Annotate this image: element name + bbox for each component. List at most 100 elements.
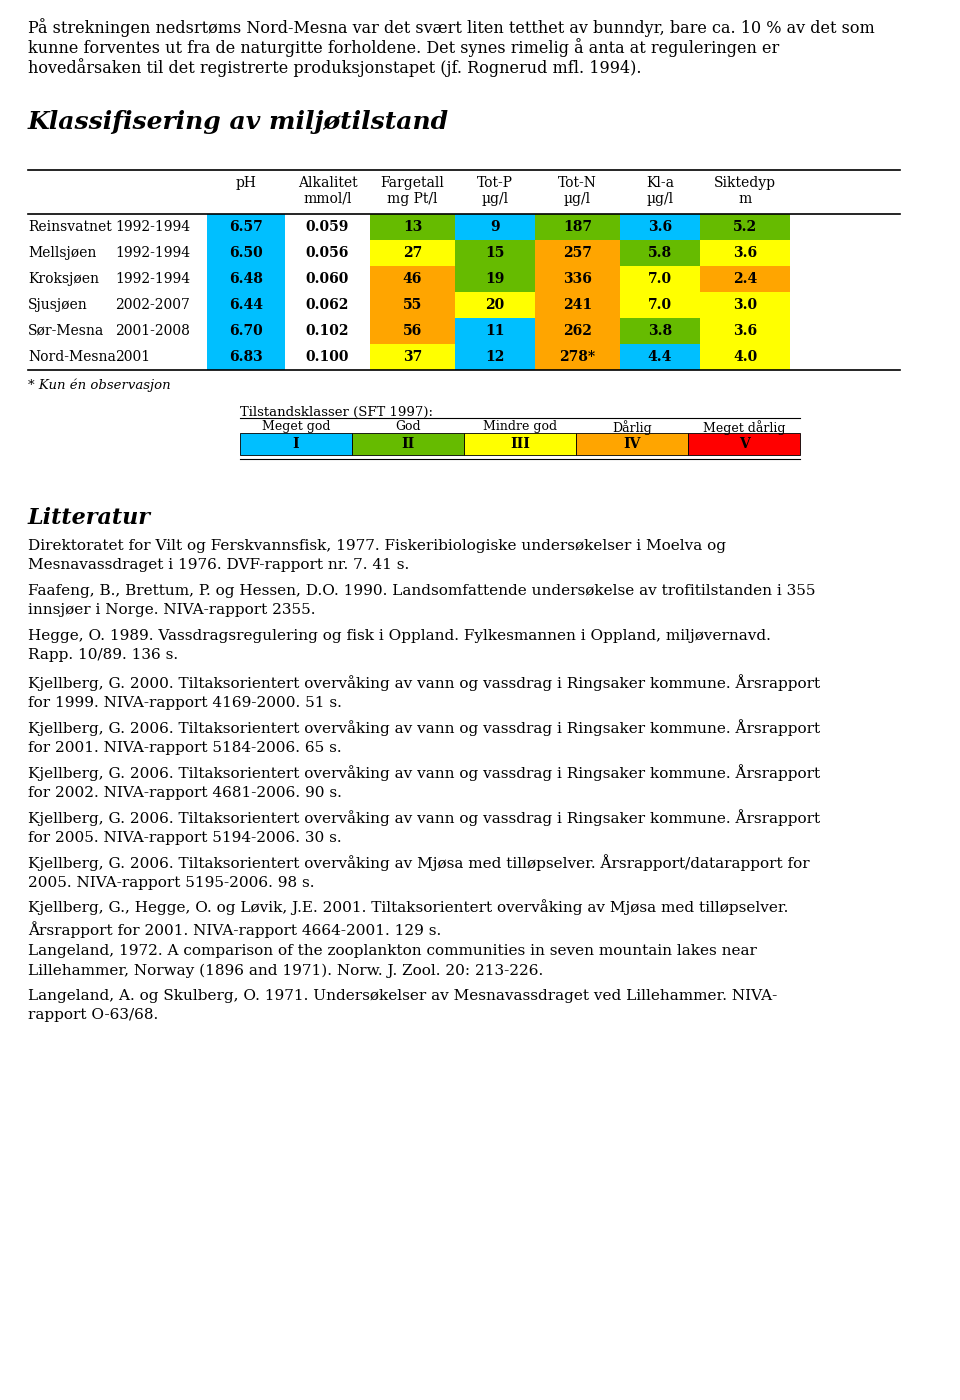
Text: Kjellberg, G. 2006. Tiltaksorientert overvåking av Mjøsa med tilløpselver. Årsra: Kjellberg, G. 2006. Tiltaksorientert ove… <box>28 854 809 890</box>
Text: 6.70: 6.70 <box>229 323 263 337</box>
Text: 37: 37 <box>403 350 422 364</box>
Text: 241: 241 <box>563 298 592 312</box>
Text: 6.50: 6.50 <box>229 246 263 260</box>
Text: 2001-2008: 2001-2008 <box>115 323 190 337</box>
Text: Faafeng, B., Brettum, P. og Hessen, D.O. 1990. Landsomfattende undersøkelse av t: Faafeng, B., Brettum, P. og Hessen, D.O.… <box>28 584 815 617</box>
Text: 2002-2007: 2002-2007 <box>115 298 190 312</box>
Text: µg/l: µg/l <box>564 192 591 206</box>
Bar <box>370 344 455 370</box>
Text: I: I <box>293 437 300 451</box>
Bar <box>700 318 790 344</box>
Text: Sør-Mesna: Sør-Mesna <box>28 323 105 337</box>
Text: 56: 56 <box>403 323 422 337</box>
Text: 3.0: 3.0 <box>732 298 757 312</box>
Bar <box>455 293 535 318</box>
Text: Mellsjøen: Mellsjøen <box>28 246 96 260</box>
Text: 27: 27 <box>403 246 422 260</box>
Text: Tot-P: Tot-P <box>477 176 513 190</box>
Text: Tot-N: Tot-N <box>558 176 597 190</box>
Bar <box>285 214 370 239</box>
Text: 55: 55 <box>403 298 422 312</box>
Text: 278*: 278* <box>560 350 595 364</box>
Bar <box>535 214 620 239</box>
Text: m: m <box>738 192 752 206</box>
Text: 2.4: 2.4 <box>732 272 757 286</box>
Bar <box>620 214 700 239</box>
Text: 3.6: 3.6 <box>732 246 757 260</box>
Bar <box>285 344 370 370</box>
Bar <box>285 266 370 293</box>
Text: 4.0: 4.0 <box>732 350 757 364</box>
Text: mg Pt/l: mg Pt/l <box>387 192 438 206</box>
Text: II: II <box>401 437 415 451</box>
Bar <box>370 266 455 293</box>
Text: Kl-a: Kl-a <box>646 176 674 190</box>
Text: 7.0: 7.0 <box>648 272 672 286</box>
Bar <box>576 433 688 455</box>
Bar <box>285 318 370 344</box>
Text: Kjellberg, G. 2006. Tiltaksorientert overvåking av vann og vassdrag i Ringsaker : Kjellberg, G. 2006. Tiltaksorientert ove… <box>28 764 820 799</box>
Text: kunne forventes ut fra de naturgitte forholdene. Det synes rimelig å anta at reg: kunne forventes ut fra de naturgitte for… <box>28 38 780 57</box>
Bar <box>240 433 352 455</box>
Text: 1992-1994: 1992-1994 <box>115 246 190 260</box>
Text: 0.060: 0.060 <box>306 272 349 286</box>
Text: Sjusjøen: Sjusjøen <box>28 298 87 312</box>
Bar <box>455 214 535 239</box>
Text: Meget dårlig: Meget dårlig <box>703 420 785 435</box>
Text: pH: pH <box>235 176 256 190</box>
Text: Litteratur: Litteratur <box>28 507 151 529</box>
Bar <box>700 214 790 239</box>
Text: V: V <box>738 437 750 451</box>
Text: Kjellberg, G., Hegge, O. og Løvik, J.E. 2001. Tiltaksorientert overvåking av Mjø: Kjellberg, G., Hegge, O. og Løvik, J.E. … <box>28 899 788 938</box>
Text: 187: 187 <box>563 220 592 234</box>
Text: 5.2: 5.2 <box>732 220 757 234</box>
Bar <box>535 293 620 318</box>
Text: God: God <box>396 420 420 433</box>
Bar <box>535 318 620 344</box>
Bar <box>370 318 455 344</box>
Bar <box>700 239 790 266</box>
Text: 6.83: 6.83 <box>229 350 263 364</box>
Text: µg/l: µg/l <box>481 192 509 206</box>
Bar <box>370 214 455 239</box>
Text: Direktoratet for Vilt og Ferskvannsfisk, 1977. Fiskeribiologiske undersøkelser i: Direktoratet for Vilt og Ferskvannsfisk,… <box>28 539 726 573</box>
Bar <box>464 433 576 455</box>
Bar <box>535 239 620 266</box>
Text: På strekningen nedsrtøms Nord-Mesna var det svært liten tetthet av bunndyr, bare: På strekningen nedsrtøms Nord-Mesna var … <box>28 18 875 36</box>
Text: 19: 19 <box>486 272 505 286</box>
Text: Kroksjøen: Kroksjøen <box>28 272 99 286</box>
Text: 6.44: 6.44 <box>229 298 263 312</box>
Text: 46: 46 <box>403 272 422 286</box>
Text: 4.4: 4.4 <box>648 350 672 364</box>
Text: Kjellberg, G. 2006. Tiltaksorientert overvåking av vann og vassdrag i Ringsaker : Kjellberg, G. 2006. Tiltaksorientert ove… <box>28 809 820 844</box>
Text: Kjellberg, G. 2000. Tiltaksorientert overvåking av vann og vassdrag i Ringsaker : Kjellberg, G. 2000. Tiltaksorientert ove… <box>28 673 820 710</box>
Text: 12: 12 <box>486 350 505 364</box>
Text: 0.062: 0.062 <box>306 298 349 312</box>
Text: 3.6: 3.6 <box>648 220 672 234</box>
Text: Meget god: Meget god <box>262 420 330 433</box>
Text: 262: 262 <box>564 323 592 337</box>
Bar <box>207 239 285 266</box>
Bar <box>620 344 700 370</box>
Text: 7.0: 7.0 <box>648 298 672 312</box>
Bar <box>700 266 790 293</box>
Bar <box>620 293 700 318</box>
Text: 6.48: 6.48 <box>229 272 263 286</box>
Text: Reinsvatnet: Reinsvatnet <box>28 220 111 234</box>
Text: 3.6: 3.6 <box>732 323 757 337</box>
Bar <box>207 214 285 239</box>
Bar <box>620 318 700 344</box>
Bar <box>207 293 285 318</box>
Bar <box>370 239 455 266</box>
Text: hovedårsaken til det registrerte produksjonstapet (jf. Rognerud mfl. 1994).: hovedårsaken til det registrerte produks… <box>28 57 641 77</box>
Bar <box>285 239 370 266</box>
Text: Hegge, O. 1989. Vassdragsregulering og fisk i Oppland. Fylkesmannen i Oppland, m: Hegge, O. 1989. Vassdragsregulering og f… <box>28 629 771 662</box>
Bar <box>207 344 285 370</box>
Text: Langeland, 1972. A comparison of the zooplankton communities in seven mountain l: Langeland, 1972. A comparison of the zoo… <box>28 944 756 977</box>
Bar <box>207 318 285 344</box>
Bar <box>352 433 464 455</box>
Text: 257: 257 <box>564 246 592 260</box>
Text: III: III <box>510 437 530 451</box>
Text: * Kun én observasjon: * Kun én observasjon <box>28 378 171 392</box>
Text: Fargetall: Fargetall <box>380 176 444 190</box>
